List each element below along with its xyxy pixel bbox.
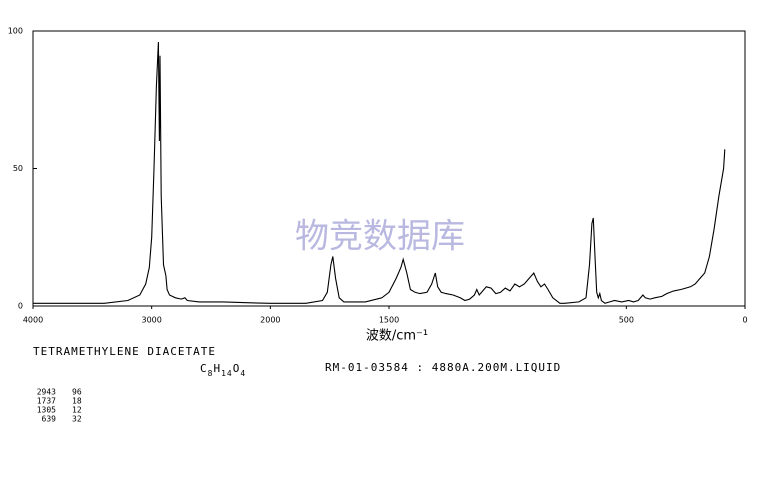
peak-wavenumber: 1737 bbox=[37, 397, 56, 406]
x-tick-label: 0 bbox=[742, 316, 747, 325]
peak-intensity: 12 bbox=[72, 406, 82, 415]
peak-wavenumber: 2943 bbox=[37, 388, 56, 397]
x-tick-label: 3000 bbox=[141, 316, 161, 325]
formula-subscript: 8 bbox=[208, 369, 214, 378]
x-tick-label: 1500 bbox=[379, 316, 399, 325]
formula-element: C bbox=[200, 362, 208, 375]
plot-frame bbox=[32, 30, 746, 307]
peak-intensity: 96 bbox=[72, 388, 82, 397]
peak-wavenumber: 639 bbox=[42, 415, 57, 424]
y-tick-label: 0 bbox=[18, 302, 23, 311]
peak-wavenumber: 1305 bbox=[37, 406, 56, 415]
formula-subscript: 4 bbox=[240, 369, 246, 378]
x-tick-label: 500 bbox=[619, 316, 634, 325]
peak-intensity: 18 bbox=[72, 397, 82, 406]
sample-code: RM-01-03584 : 4880A.200M.LIQUID bbox=[325, 361, 561, 374]
y-tick-label: 50 bbox=[13, 164, 23, 173]
compound-name: TETRAMETHYLENE DIACETATE bbox=[33, 345, 216, 358]
spectrum-line bbox=[33, 41, 726, 304]
formula-element: O bbox=[233, 362, 241, 375]
peak-intensity: 32 bbox=[72, 415, 82, 424]
y-tick-label: 100 bbox=[8, 27, 23, 36]
x-axis-label: 波数/cm⁻¹ bbox=[366, 329, 428, 344]
formula-subscript: 14 bbox=[221, 369, 233, 378]
formula-element: H bbox=[213, 362, 221, 375]
x-tick-label: 2000 bbox=[260, 316, 280, 325]
x-tick-label: 4000 bbox=[23, 316, 43, 325]
formula: C8H14O4 bbox=[200, 362, 246, 378]
watermark: 物竞数据库 bbox=[295, 217, 465, 257]
